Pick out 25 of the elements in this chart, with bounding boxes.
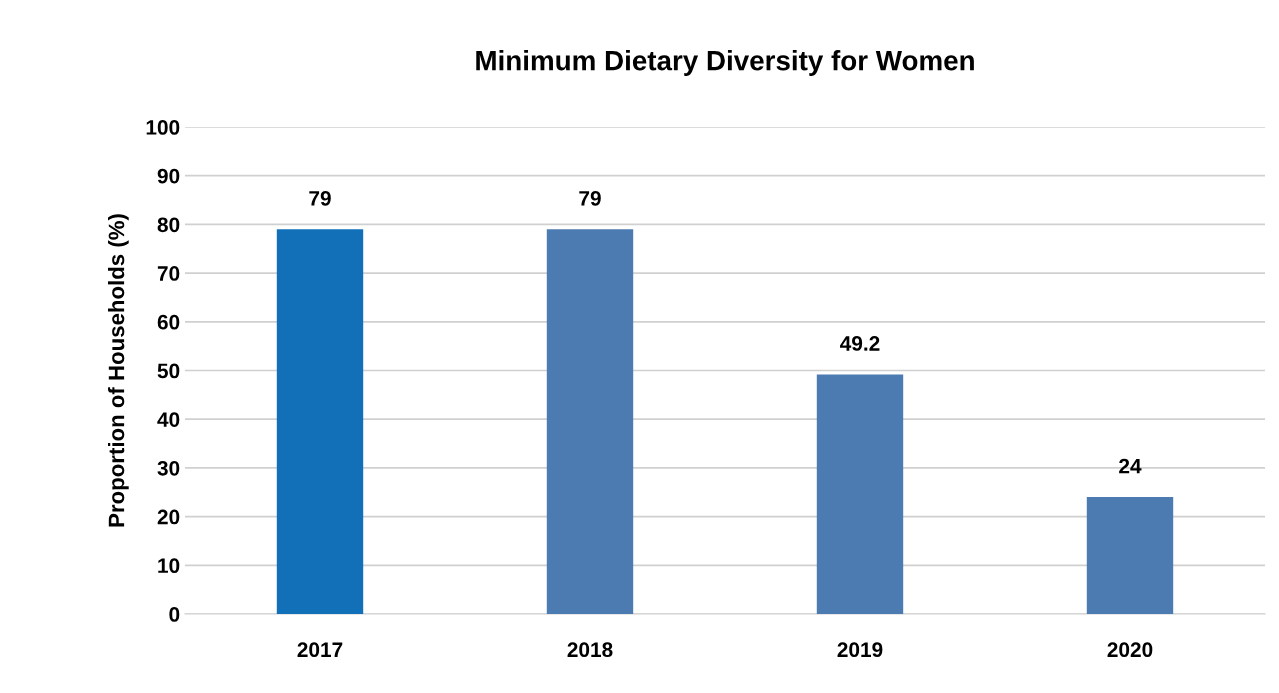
- y-tick-label: 40: [157, 412, 180, 427]
- data-label: 24: [1119, 458, 1142, 474]
- x-tick-label: 2018: [567, 642, 613, 658]
- bar: [816, 374, 904, 614]
- y-tick-label: 100: [146, 120, 180, 135]
- y-tick-label: 30: [157, 460, 180, 476]
- y-tick-label: 0: [169, 607, 180, 622]
- y-tick-label: 10: [158, 558, 180, 574]
- x-tick-label: 2019: [837, 642, 883, 658]
- bar: [276, 229, 364, 614]
- x-tick-label: 2017: [297, 642, 343, 658]
- data-label: 49.2: [840, 336, 880, 351]
- bar: [1086, 497, 1174, 614]
- data-label: 79: [309, 190, 331, 206]
- chart-title: Minimum Dietary Diversity for Women: [476, 50, 974, 76]
- y-tick-label: 50: [157, 363, 180, 379]
- y-tick-label: 60: [157, 314, 180, 330]
- y-tick-label: 20: [157, 509, 180, 525]
- y-tick-label: 80: [157, 217, 180, 233]
- bar: [546, 229, 634, 614]
- data-label: 79: [579, 190, 601, 206]
- y-axis-title: Proportion of Households (%): [108, 214, 129, 527]
- x-tick-label: 2020: [1107, 642, 1153, 658]
- y-tick-label: 70: [157, 266, 180, 281]
- y-tick-label: 90: [157, 168, 180, 184]
